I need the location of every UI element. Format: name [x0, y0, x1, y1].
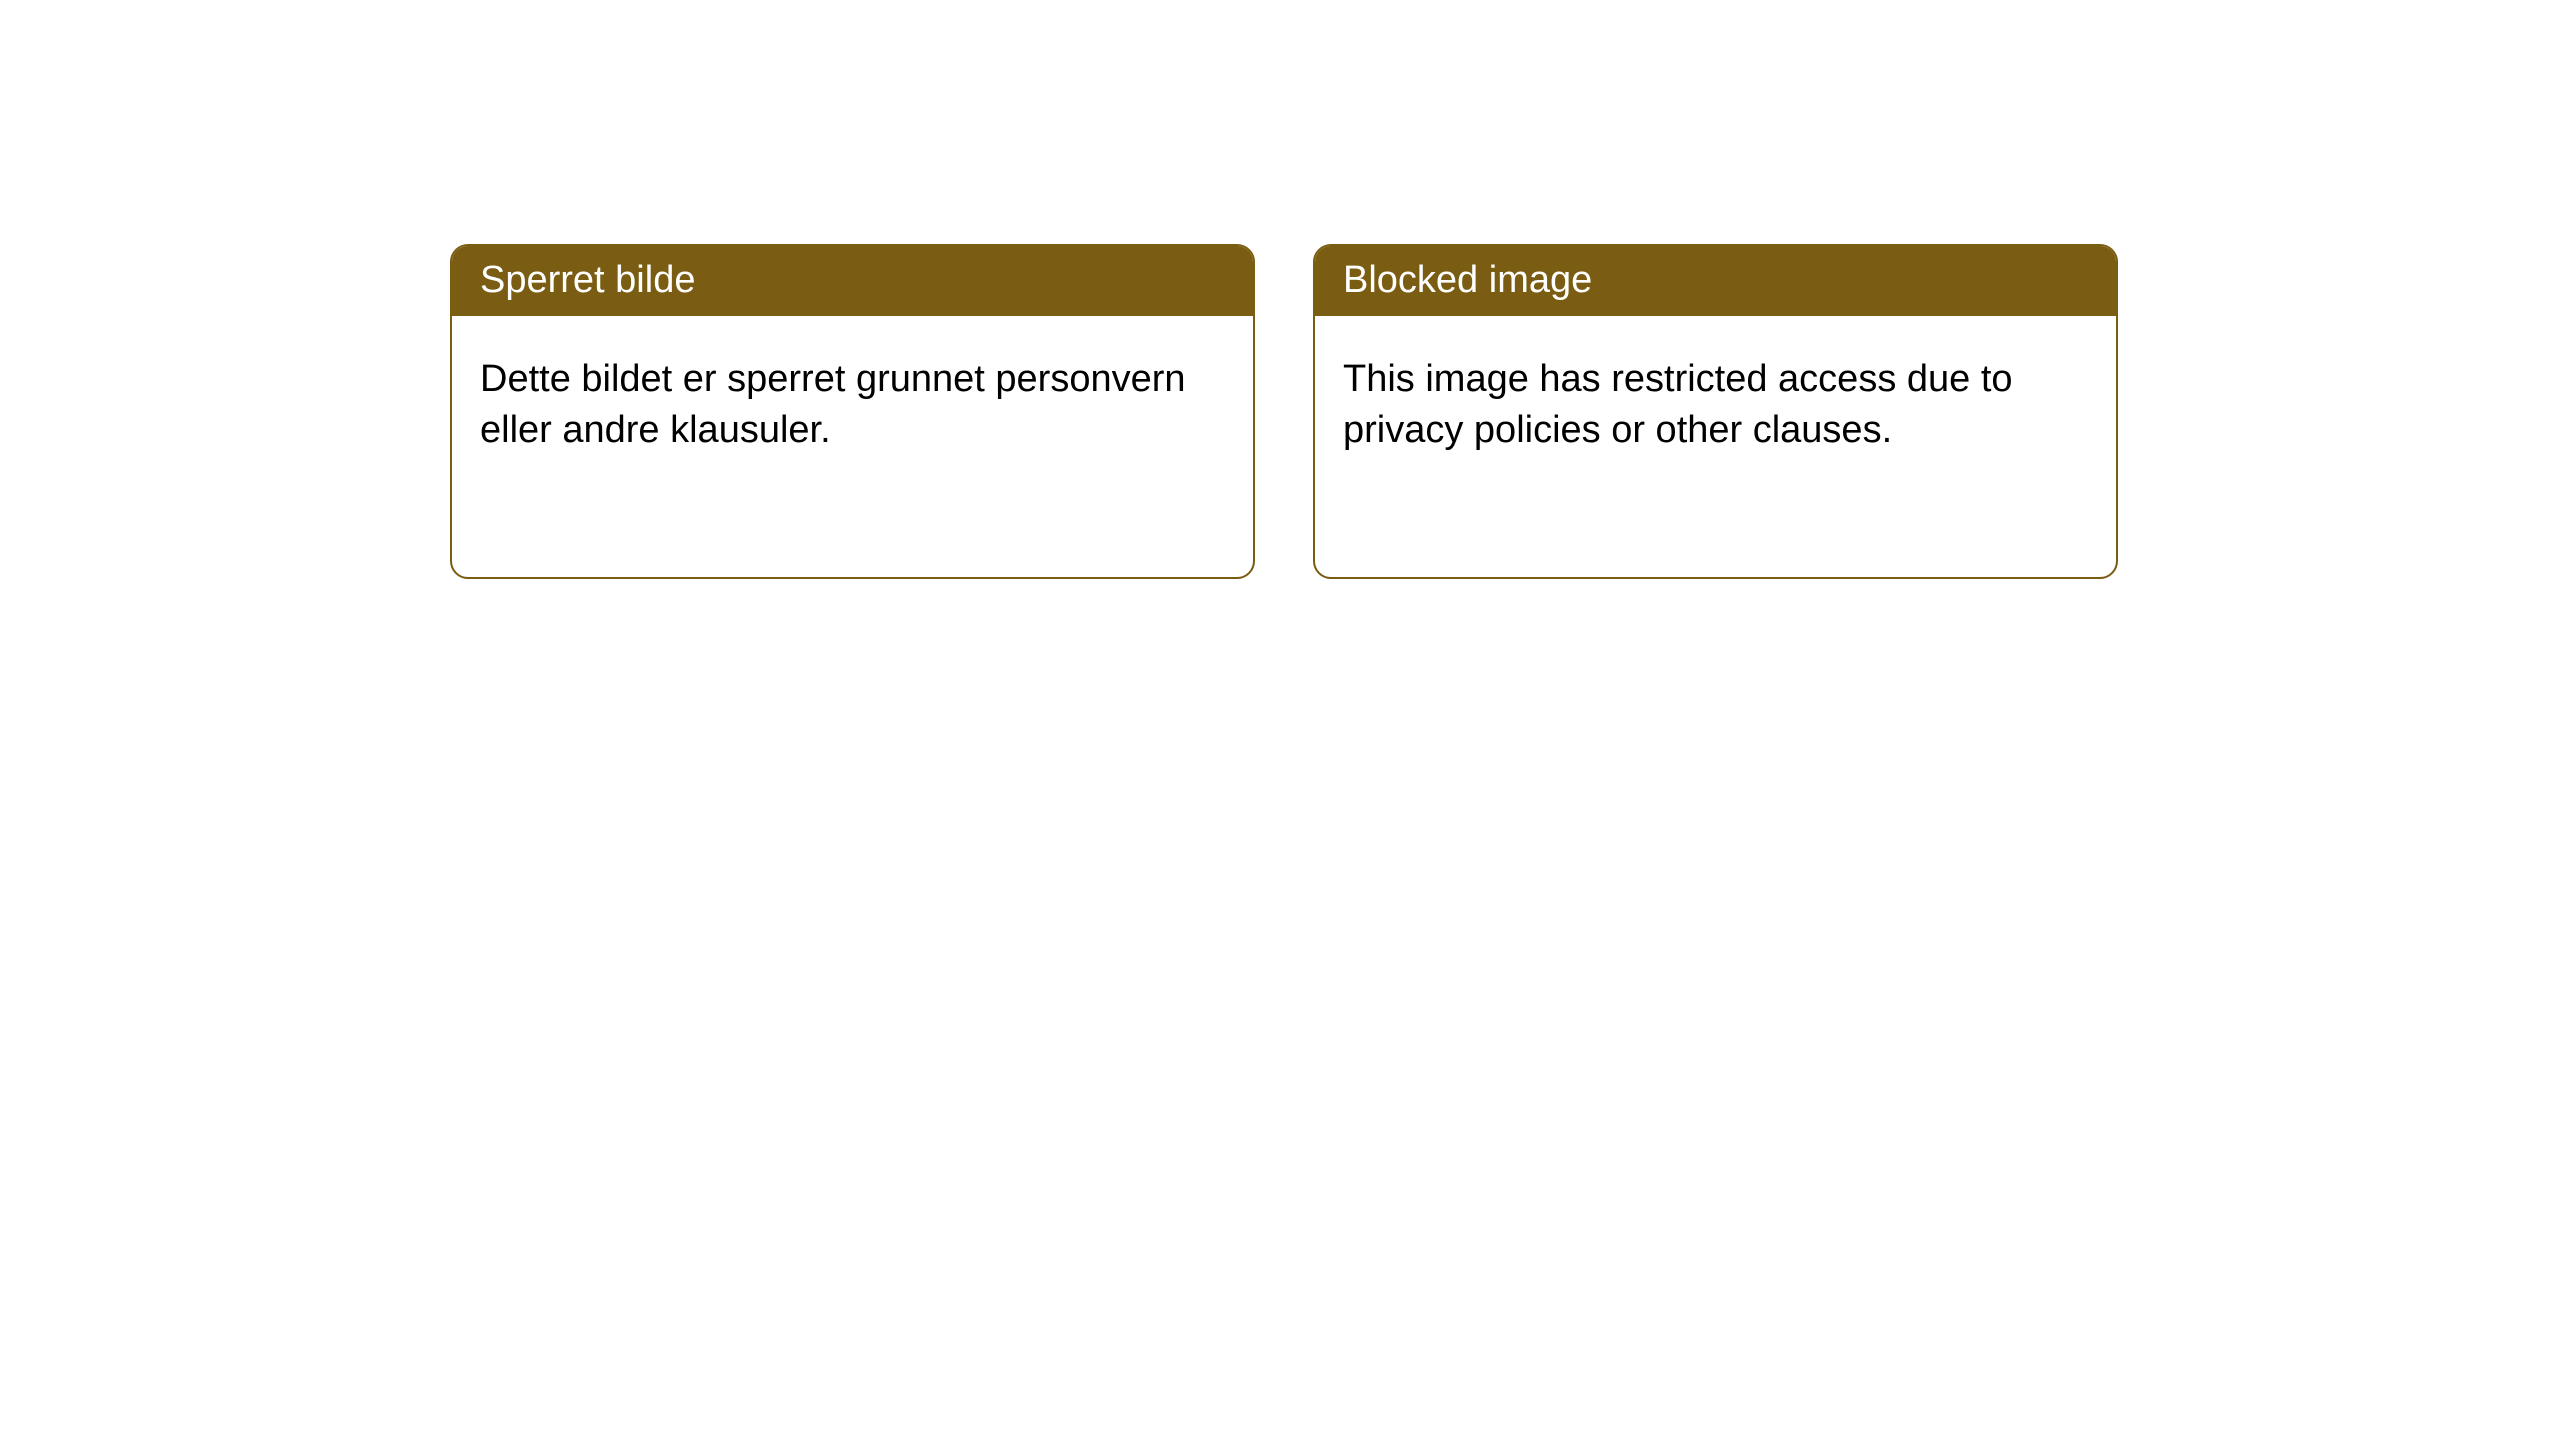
notice-title-english: Blocked image [1315, 246, 2116, 316]
notice-body-norwegian: Dette bildet er sperret grunnet personve… [452, 316, 1253, 495]
notice-container: Sperret bilde Dette bildet er sperret gr… [450, 244, 2118, 579]
notice-body-english: This image has restricted access due to … [1315, 316, 2116, 495]
notice-title-norwegian: Sperret bilde [452, 246, 1253, 316]
notice-card-norwegian: Sperret bilde Dette bildet er sperret gr… [450, 244, 1255, 579]
notice-card-english: Blocked image This image has restricted … [1313, 244, 2118, 579]
